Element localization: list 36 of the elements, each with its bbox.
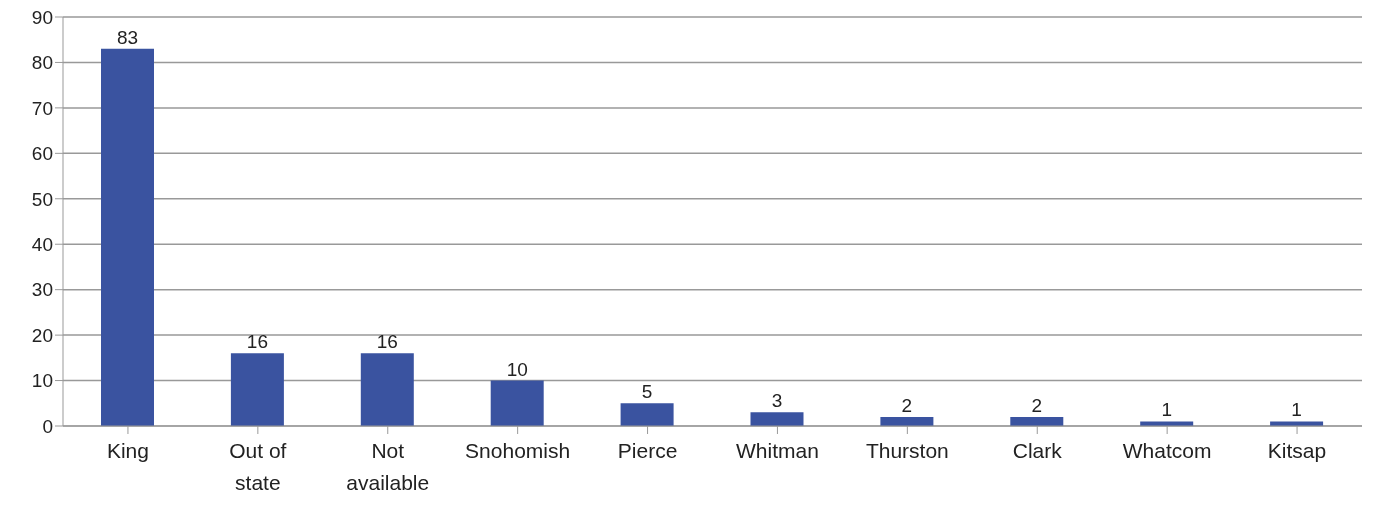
bar — [230, 353, 284, 426]
bar — [620, 403, 674, 426]
x-tick-label: Thurston — [865, 439, 949, 462]
data-label: 2 — [901, 394, 913, 416]
y-tick-label: 10 — [31, 370, 53, 392]
data-label: 2 — [1031, 394, 1043, 416]
data-label: 1 — [1161, 399, 1172, 421]
y-tick-label: 70 — [31, 97, 53, 119]
y-tick-label: 30 — [31, 279, 53, 301]
data-label: 16 — [246, 331, 268, 353]
y-tick-label: 50 — [31, 188, 53, 210]
y-tick-label: 0 — [42, 415, 53, 437]
bar — [360, 353, 414, 426]
data-label: 5 — [641, 381, 653, 403]
x-tick-label: Kitsap — [1267, 439, 1327, 462]
x-tick-label: Whitman — [736, 439, 819, 462]
data-label: 16 — [376, 331, 398, 353]
bar — [750, 412, 804, 426]
y-tick-label: 60 — [31, 143, 53, 165]
x-tick-label: Clark — [1012, 439, 1063, 462]
x-tick-label: Whatcom — [1122, 439, 1212, 462]
data-label: 3 — [771, 390, 783, 412]
data-label: 1 — [1291, 399, 1302, 421]
y-tick-label: 20 — [31, 324, 53, 346]
y-tick-label: 90 — [31, 6, 53, 28]
y-tick-label: 40 — [31, 233, 53, 255]
x-tick-label: Out of state — [229, 439, 287, 494]
x-tick-label: King — [106, 439, 149, 462]
x-tick-label: Pierce — [617, 439, 678, 462]
x-tick-label: Snohomish — [465, 439, 571, 462]
bar — [490, 380, 544, 426]
y-tick-label: 80 — [31, 52, 53, 74]
bar — [101, 48, 154, 426]
data-label: 10 — [506, 358, 528, 380]
data-label: 83 — [116, 26, 139, 48]
x-tick-label: Not available — [346, 439, 430, 494]
